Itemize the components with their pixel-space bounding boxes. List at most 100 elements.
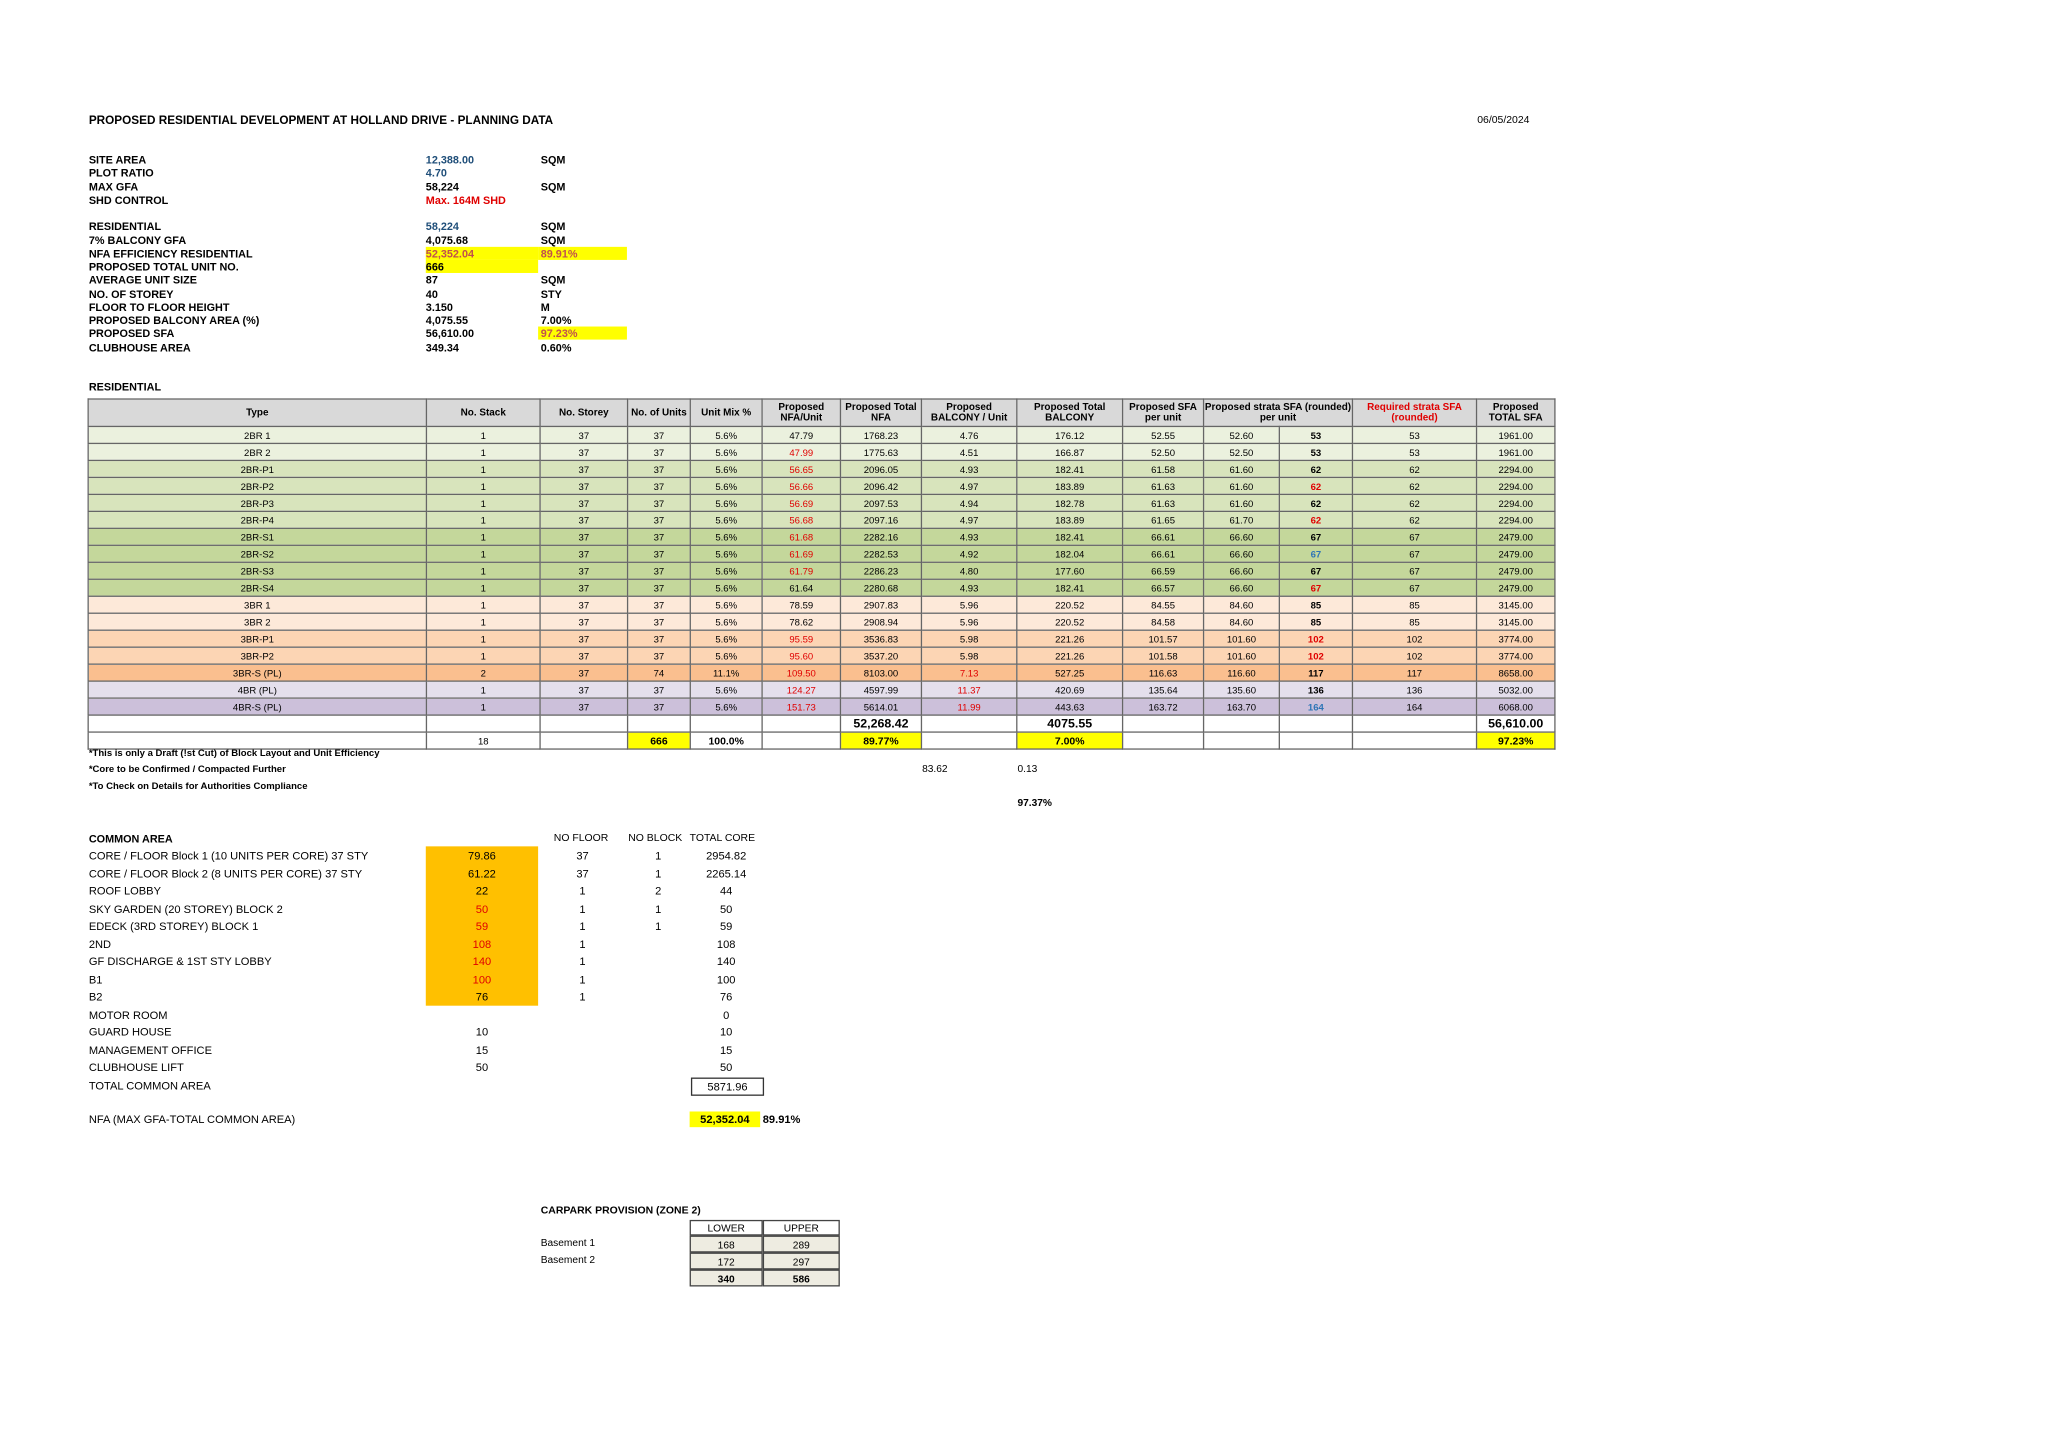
- cell: 62: [1278, 510, 1354, 529]
- cell: 67: [1351, 527, 1478, 546]
- cell: 2294.00: [1475, 510, 1556, 529]
- cell: 166.87: [1016, 442, 1124, 462]
- nfa-value: 52,352.04: [689, 1111, 761, 1128]
- type-cell: 4BR-S (PL): [87, 697, 428, 716]
- cell: 420.69: [1016, 680, 1124, 699]
- date: 06/05/2024: [1477, 113, 1530, 126]
- cell: 177.60: [1016, 561, 1124, 580]
- cell: 5871.96: [690, 1076, 765, 1096]
- cell: 95.59: [761, 629, 842, 648]
- cell: 8103.00: [839, 663, 923, 682]
- type-cell: 2BR-P3: [87, 493, 428, 512]
- cell: 163.72: [1121, 697, 1205, 716]
- total-cell: [1278, 731, 1354, 750]
- cell: 5.96: [920, 595, 1018, 614]
- cell: 67: [1278, 561, 1354, 580]
- cell: 1: [579, 937, 586, 951]
- row-label: CLUBHOUSE LIFT: [88, 1060, 184, 1074]
- cell: 37: [626, 578, 691, 597]
- type-cell: 2BR-P2: [87, 476, 428, 496]
- cell: 1: [425, 680, 541, 699]
- column-header: No. Storey: [539, 398, 629, 428]
- cell: 76: [475, 990, 489, 1004]
- cell: 3537.20: [839, 646, 923, 665]
- cell: 50: [475, 1060, 489, 1074]
- cell: 2294.00: [1475, 476, 1556, 496]
- total-row: 52,268.42 4075.55 56,610.00: [87, 714, 1556, 733]
- row-label: B2: [88, 990, 103, 1004]
- cell: 37: [539, 629, 629, 648]
- summary-value: 349.34: [425, 340, 459, 354]
- total-cell: 7.00%: [1016, 731, 1124, 750]
- cell: 37: [539, 697, 629, 716]
- cell: 2096.05: [839, 459, 923, 479]
- summary-value: 4,075.68: [425, 233, 468, 247]
- cell: 1: [579, 901, 586, 915]
- summary-value: 58,224: [425, 180, 459, 194]
- cell: 11.37: [920, 680, 1018, 699]
- column-header: Proposed Total NFA: [839, 398, 923, 428]
- column-header: Proposed NFA/Unit: [761, 398, 842, 428]
- total-cell: [425, 714, 541, 733]
- data-row: 2BR-S2 1 37 37 5.6% 61.69 2282.53 4.92 182.04 66.…: [87, 544, 1556, 563]
- cell: 1: [655, 919, 662, 933]
- data-row: 4BR-S (PL) 1 37 37 5.6% 151.73 5614.01 11.99 443…: [87, 697, 1556, 716]
- cell: 2282.53: [839, 544, 923, 563]
- cell: 5.6%: [689, 629, 763, 648]
- cell: 2479.00: [1475, 578, 1556, 597]
- cell: 61.79: [761, 561, 842, 580]
- summary-value: 40: [425, 287, 438, 301]
- cell: 1: [425, 561, 541, 580]
- cell: 5.6%: [689, 459, 763, 479]
- cell: 5.6%: [689, 442, 763, 462]
- type-cell: 3BR-P1: [87, 629, 428, 648]
- total-row: 18 666 100.0% 89.77% 7.00% 97.23%: [87, 731, 1556, 750]
- cell: 2: [655, 884, 662, 898]
- cell: 5.98: [920, 629, 1018, 648]
- section-title: RESIDENTIAL: [88, 380, 162, 394]
- cell: 10: [720, 1025, 733, 1039]
- cell: 1: [655, 866, 662, 880]
- summary-label: NFA EFFICIENCY RESIDENTIAL: [88, 246, 253, 260]
- cell: 2908.94: [839, 612, 923, 631]
- summary-label: RESIDENTIAL: [88, 219, 162, 233]
- cell: 53: [1351, 442, 1478, 462]
- cell: 61.68: [761, 527, 842, 546]
- cell: 37: [626, 612, 691, 631]
- summary-value: Max. 164M SHD: [425, 193, 506, 207]
- cell: 135.60: [1202, 680, 1280, 699]
- data-row: 2BR-S1 1 37 37 5.6% 61.68 2282.16 4.93 182.41 66.…: [87, 527, 1556, 546]
- cell: 1: [425, 459, 541, 479]
- cell: 5.6%: [689, 697, 763, 716]
- cell: 2280.68: [839, 578, 923, 597]
- cell: 5.96: [920, 612, 1018, 631]
- cell: 37: [539, 425, 629, 445]
- summary-label: AVERAGE UNIT SIZE: [88, 272, 197, 287]
- cell: 66.60: [1202, 527, 1280, 546]
- cell: 1: [579, 972, 586, 986]
- data-row: 2BR-P1 1 37 37 5.6% 56.65 2096.05 4.93 182.41 61.…: [87, 459, 1556, 479]
- highlight: [425, 259, 539, 273]
- summary-extra: STY: [540, 287, 562, 301]
- total-cell: [539, 731, 629, 750]
- cell: 2479.00: [1475, 561, 1556, 580]
- cell: 101.60: [1202, 646, 1280, 665]
- cell: 140: [716, 954, 736, 968]
- cell: 59: [720, 919, 733, 933]
- total-cell: [1202, 731, 1280, 750]
- total-cell: [761, 714, 842, 733]
- cell: 1: [579, 884, 586, 898]
- cell: 1: [579, 990, 586, 1004]
- cell: 37: [626, 561, 691, 580]
- cell: 50: [475, 901, 489, 915]
- cell: 6068.00: [1475, 697, 1556, 716]
- column-header: Proposed Total BALCONY: [1016, 398, 1124, 428]
- highlight: [425, 846, 539, 1006]
- cell: 5.6%: [689, 527, 763, 546]
- cell: 62: [1351, 493, 1478, 512]
- total-cell: [626, 714, 691, 733]
- table-body: Type No. Stack No. Storey No. of Units Unit …: [87, 398, 1556, 750]
- cell: 168: [689, 1235, 763, 1253]
- cell: 66.60: [1202, 561, 1280, 580]
